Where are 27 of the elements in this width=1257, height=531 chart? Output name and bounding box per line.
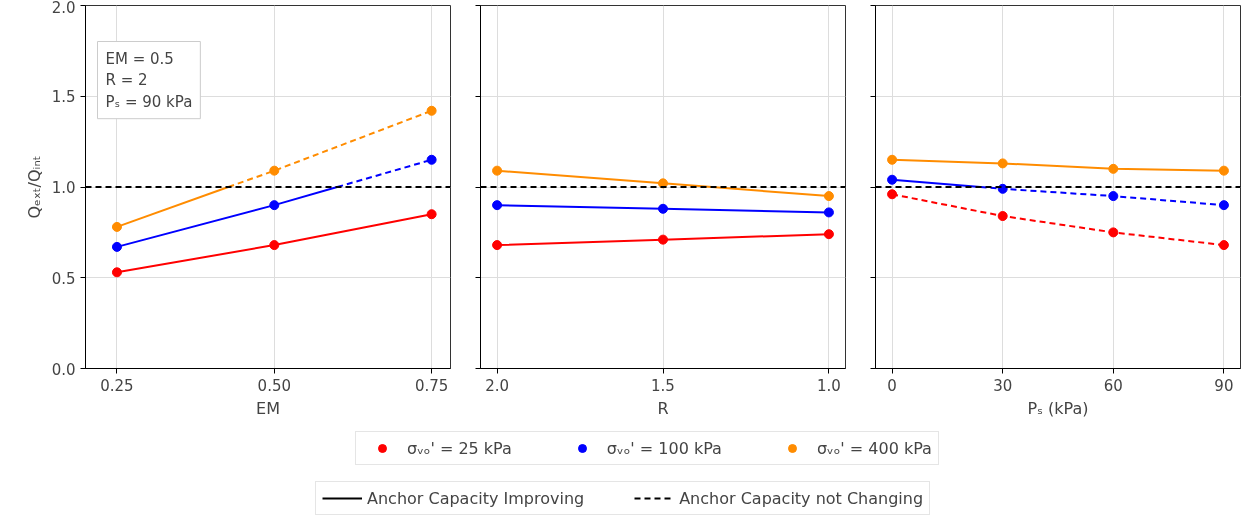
y-tick-label: 0.5 [51, 269, 76, 288]
y-tick-label: 0.0 [51, 360, 76, 379]
y-axis-title: Qₑₓₜ/Qᵢₙₜ [24, 155, 44, 219]
x-tick-label: 90 [1214, 376, 1234, 395]
legend-label: σᵥₒ' = 400 kPa [816, 438, 932, 458]
x-tick-label: 1.0 [816, 376, 841, 395]
legend-label: Anchor Capacity not Changing [679, 488, 924, 508]
annotation: EM = 0.5 [105, 49, 174, 68]
x-tick-label: 0.75 [414, 376, 449, 395]
x-axis-title: Pₛ (kPa) [1027, 398, 1089, 418]
x-axis-title: R [657, 398, 669, 418]
annotation: R = 2 [105, 71, 148, 90]
x-tick-label: 30 [993, 376, 1013, 395]
legend-label: Anchor Capacity Improving [367, 488, 585, 508]
y-tick-label: 1.5 [51, 88, 76, 107]
x-axis-title: EM [256, 398, 280, 418]
y-tick-label: 1.0 [51, 179, 76, 197]
x-tick-label: 1.5 [651, 376, 675, 395]
x-tick-label: 60 [1103, 376, 1123, 395]
x-tick-label: 0.25 [100, 376, 134, 395]
legend-label: σᵥₒ' = 25 kPa [407, 438, 512, 458]
x-tick-label: 2.0 [485, 376, 510, 395]
y-tick-label: 2.0 [51, 0, 76, 17]
x-tick-label: 0.50 [257, 376, 291, 395]
x-tick-label: 0 [887, 376, 897, 395]
legend-label: σᵥₒ' = 100 kPa [606, 438, 722, 458]
annotation: Pₛ = 90 kPa [105, 92, 193, 111]
